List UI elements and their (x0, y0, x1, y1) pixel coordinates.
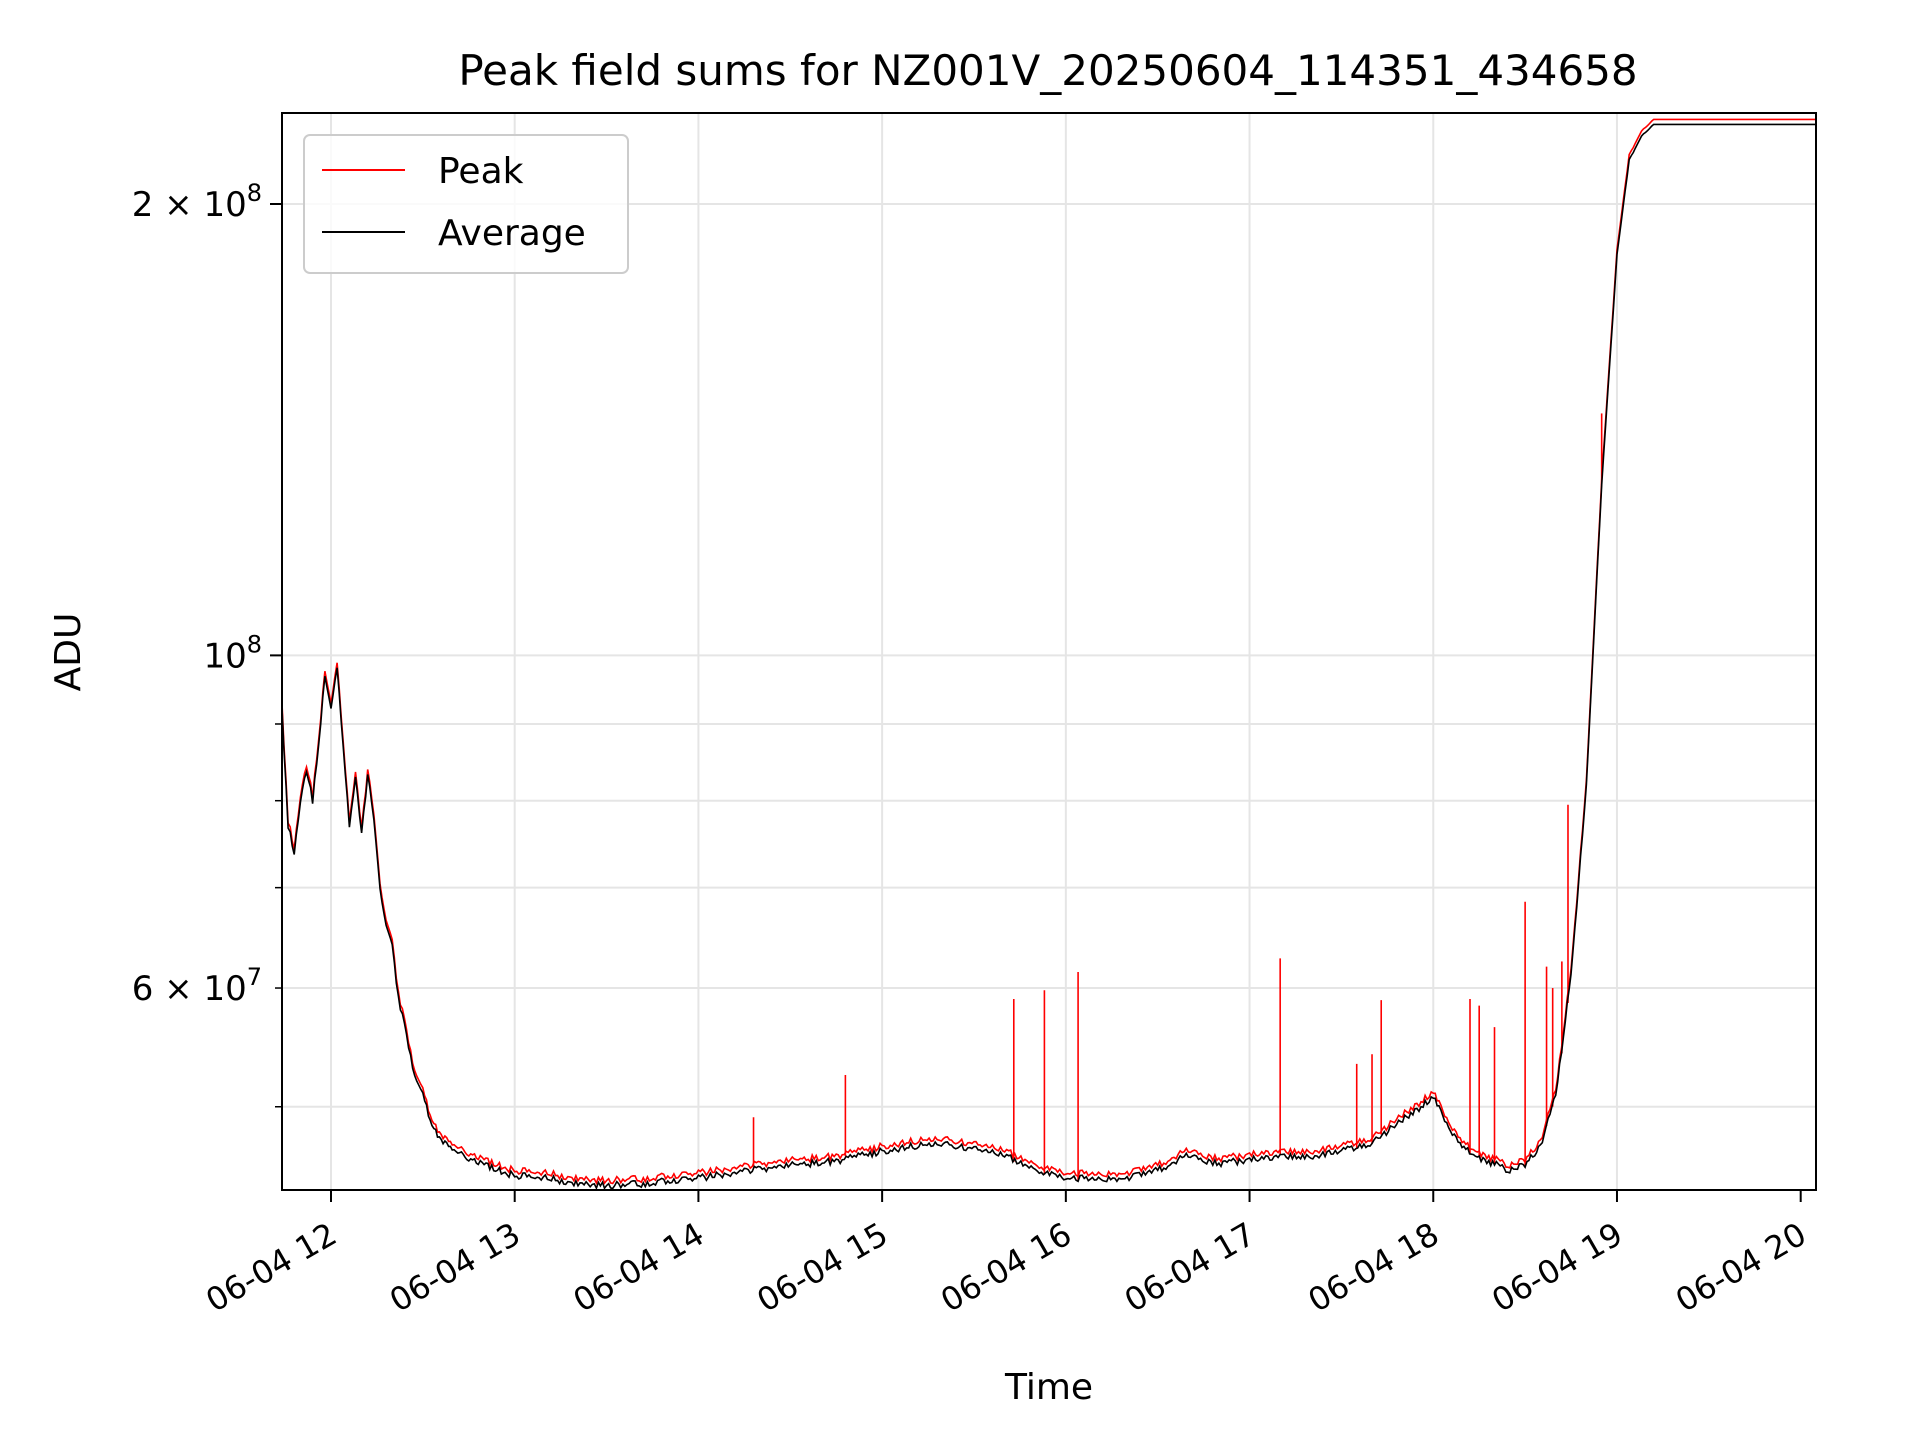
y-tick-label: 108 (203, 630, 262, 676)
legend: Peak Average (303, 134, 629, 274)
series-average-line (282, 123, 1816, 1190)
gridlines (282, 113, 1816, 1190)
plot-frame (281, 112, 1817, 1191)
y-tick-label: 6 × 107 (132, 963, 262, 1009)
series-peak-line (282, 118, 1816, 1186)
y-axis: 108 2 × 108 6 × 107 (132, 179, 282, 1108)
chart-title: Peak field sums for NZ001V_20250604_1143… (458, 46, 1637, 95)
series-layer (282, 118, 1816, 1190)
y-axis-label: ADU (48, 613, 89, 692)
x-axis-label: Time (1004, 1367, 1093, 1408)
legend-label-average: Average (438, 213, 586, 254)
legend-label-peak: Peak (438, 151, 524, 192)
y-tick-label: 2 × 108 (132, 179, 262, 225)
